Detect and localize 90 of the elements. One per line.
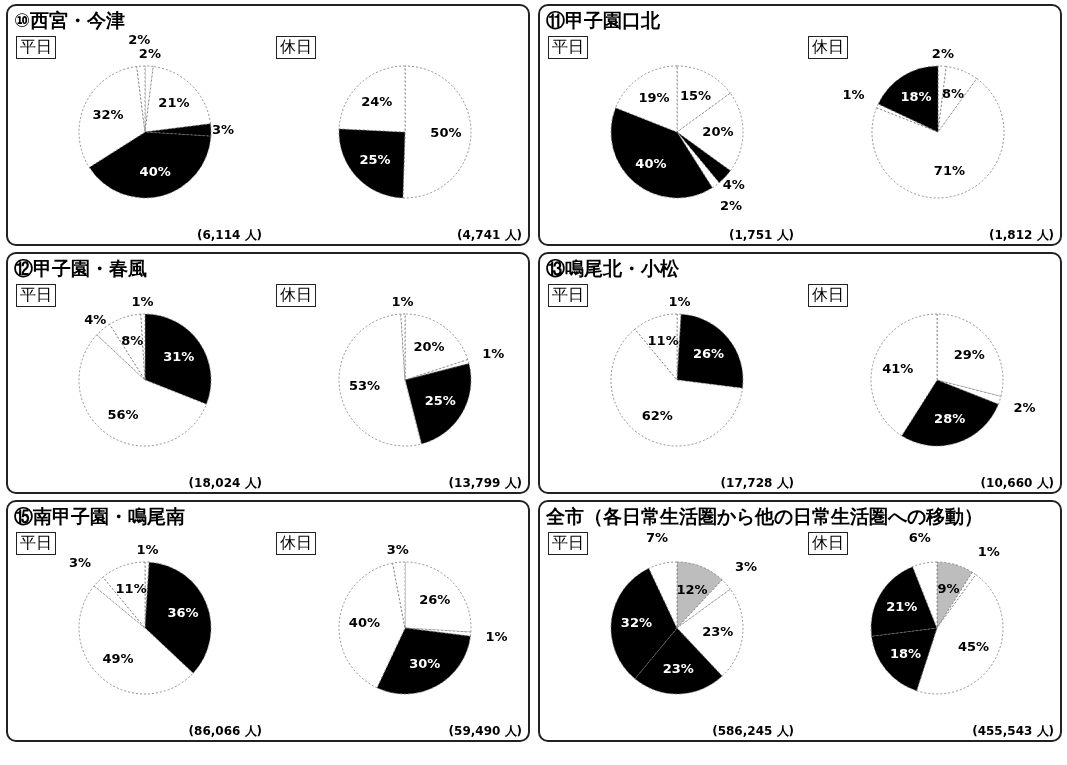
data-label: 15% — [680, 87, 712, 103]
data-label: 8% — [121, 333, 144, 349]
data-label: 53% — [349, 378, 381, 394]
chart-subtitle: 平日 — [548, 532, 588, 555]
chart-subtitle: 休日 — [276, 36, 316, 59]
chart-title: ⑩西宮・今津 — [14, 8, 126, 33]
data-label: 21% — [886, 599, 918, 615]
data-label: 3% — [68, 554, 91, 570]
data-label: 2% — [128, 32, 151, 48]
chart-subtitle: 休日 — [276, 532, 316, 555]
chart-subtitle: 休日 — [808, 532, 848, 555]
chart-subtitle: 平日 — [16, 532, 56, 555]
text: (6,114 人) — [196, 227, 262, 244]
data-label: 9% — [937, 580, 960, 596]
text: (10,660 人) — [980, 475, 1054, 492]
text: (13,799 人) — [448, 475, 522, 492]
data-label: 4% — [722, 177, 745, 193]
text: (1,751 人) — [728, 227, 794, 244]
data-label: 19% — [638, 90, 670, 106]
chart-title: 全市（各日常生活圏から他の日常生活圏への移動） — [546, 504, 983, 529]
data-label: 24% — [361, 94, 393, 110]
data-label: 11% — [115, 581, 147, 597]
data-label: 56% — [107, 406, 139, 422]
chart-subtitle: 休日 — [276, 284, 316, 307]
data-label: 50% — [430, 124, 462, 140]
data-label: 23% — [662, 660, 694, 676]
data-label: 23% — [702, 623, 734, 639]
data-label: 18% — [900, 89, 932, 105]
data-label: 3% — [211, 121, 234, 137]
data-label: 26% — [419, 591, 451, 607]
data-label: 29% — [953, 346, 985, 362]
data-label: 71% — [933, 163, 965, 179]
data-label: 32% — [92, 106, 124, 122]
data-label: 21% — [158, 95, 190, 111]
chart-subtitle: 平日 — [16, 284, 56, 307]
data-label: 30% — [409, 655, 441, 671]
data-label: 40% — [348, 614, 380, 630]
data-label: 1% — [485, 628, 508, 644]
data-label: 1% — [136, 542, 159, 558]
chart-subtitle: 休日 — [808, 36, 848, 59]
data-label: 3% — [386, 542, 409, 558]
chart-subtitle: 休日 — [808, 284, 848, 307]
data-label: 31% — [163, 349, 195, 364]
chart-title: ⑫甲子園・春風 — [14, 256, 147, 281]
data-label: 6% — [908, 529, 931, 545]
data-label: 40% — [635, 155, 667, 171]
text: (18,024 人) — [188, 475, 262, 492]
data-label: 49% — [102, 650, 134, 666]
data-label: 2% — [720, 198, 743, 214]
data-label: 62% — [641, 407, 673, 423]
data-label: 25% — [424, 392, 456, 408]
text: (586,245 人) — [712, 723, 794, 740]
data-label: 1% — [391, 294, 414, 310]
data-label: 20% — [702, 124, 734, 139]
data-label: 2% — [1013, 400, 1036, 416]
chart-title: ⑮南甲子園・鳴尾南 — [14, 504, 185, 529]
data-label: 25% — [359, 151, 391, 167]
data-label: 1% — [668, 294, 691, 310]
text: (86,066 人) — [188, 723, 262, 740]
chart-subtitle: 平日 — [548, 36, 588, 59]
data-label: 26% — [692, 345, 725, 361]
chart-title: ⑪甲子園口北 — [546, 8, 660, 33]
text: (17,728 人) — [720, 475, 794, 492]
data-label: 12% — [676, 581, 708, 597]
data-label: 20% — [413, 338, 445, 354]
data-label: 40% — [139, 163, 171, 179]
data-label: 36% — [167, 604, 199, 620]
chart-subtitle: 平日 — [548, 284, 588, 307]
data-label: 8% — [942, 85, 965, 101]
data-label: 4% — [84, 311, 107, 327]
chart-subtitle: 平日 — [16, 36, 56, 59]
chart-title: ⑬鳴尾北・小松 — [546, 256, 679, 281]
text: (59,490 人) — [448, 723, 522, 740]
data-label: 41% — [882, 360, 914, 376]
data-label: 32% — [620, 614, 652, 630]
data-label: 1% — [842, 87, 865, 103]
text: (4,741 人) — [456, 227, 522, 244]
data-label: 11% — [647, 333, 679, 349]
data-label: 1% — [977, 543, 1000, 559]
data-label: 45% — [957, 638, 990, 654]
text: (1,812 人) — [988, 227, 1054, 244]
data-label: 1% — [482, 346, 505, 362]
data-label: 28% — [934, 410, 966, 426]
data-label: 2% — [931, 46, 954, 62]
text: (455,543 人) — [972, 723, 1054, 740]
data-label: 2% — [138, 46, 161, 62]
data-label: 7% — [645, 530, 668, 546]
data-label: 1% — [131, 294, 154, 310]
data-label: 18% — [889, 646, 922, 662]
data-label: 3% — [734, 559, 758, 575]
